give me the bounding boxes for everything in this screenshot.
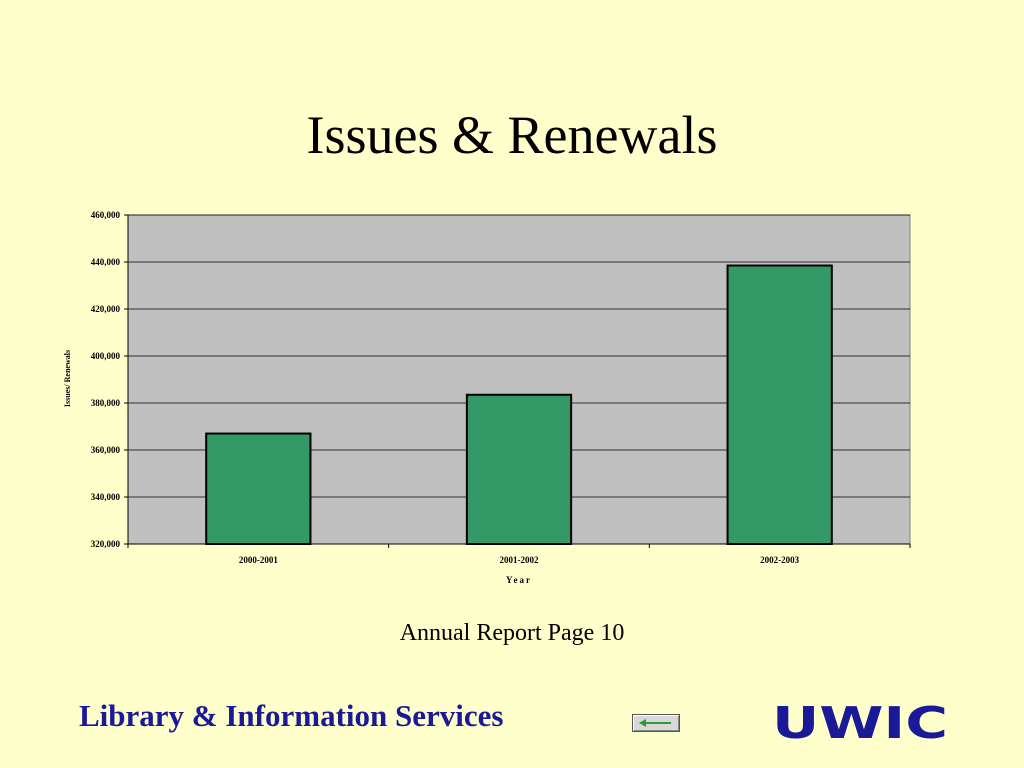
x-tick-label: 2000-2001 [239,555,278,565]
svg-text:UWIC: UWIC [772,698,948,742]
y-tick-label: 380,000 [91,398,121,408]
x-tick-label: 2002-2003 [760,555,799,565]
bar [726,264,833,545]
slide-title: Issues & Renewals [306,105,718,165]
y-tick-label: 320,000 [91,539,121,549]
back-arrow-icon [639,719,671,727]
y-tick-label: 420,000 [91,304,121,314]
uwic-logo: UWIC [772,698,948,742]
y-tick-label: 460,000 [91,210,121,220]
report-page-caption: Annual Report Page 10 [399,620,625,646]
y-tick-label: 340,000 [91,492,121,502]
bar [205,432,312,545]
y-tick-label: 360,000 [91,445,121,455]
back-button[interactable] [632,714,680,732]
bar [465,393,573,545]
y-tick-label: 400,000 [91,351,121,361]
x-axis-label: Year [506,575,532,585]
x-tick-label: 2001-2002 [500,555,539,565]
issues-renewals-chart: 320,000 340,000 360,000 380,000 400,000 420,0… [63,210,911,585]
y-axis-label: Issues/ Renewals [63,350,72,407]
y-tick-label: 440,000 [91,257,121,267]
footer-department-name: Library & Information Services [79,698,504,733]
